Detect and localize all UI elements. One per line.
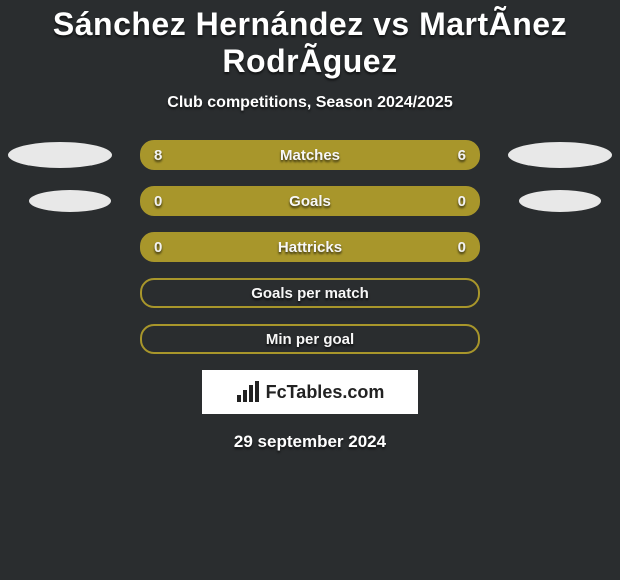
watermark: FcTables.com	[202, 370, 418, 414]
date-label: 29 september 2024	[0, 432, 620, 452]
stat-row: Min per goal	[0, 324, 620, 354]
player-dot-right	[519, 190, 601, 212]
stat-row: Goals per match	[0, 278, 620, 308]
stat-label: Goals	[142, 193, 478, 210]
stat-row: 8 6Matches	[0, 140, 620, 170]
stat-rows: 86Matches00Goals00HattricksGoals per mat…	[0, 140, 620, 354]
stat-left-value: 0	[154, 193, 172, 210]
stat-right-value: 0	[448, 193, 466, 210]
player-dot-right	[508, 142, 612, 168]
stat-right-value: 0	[448, 239, 466, 256]
stat-left-value: 8	[154, 147, 172, 164]
stat-bar: 0 0Goals	[140, 186, 480, 216]
subtitle: Club competitions, Season 2024/2025	[0, 94, 620, 112]
stat-left-value: 0	[154, 239, 172, 256]
stat-label: Hattricks	[142, 239, 478, 256]
player-dot-left	[8, 142, 112, 168]
stat-label: Min per goal	[142, 331, 478, 348]
player-dot-left	[29, 190, 111, 212]
stat-label: Goals per match	[142, 285, 478, 302]
stat-bar: 0 0Hattricks	[140, 232, 480, 262]
stat-bar: 8 6Matches	[140, 140, 480, 170]
watermark-text: FcTables.com	[266, 382, 385, 403]
chart-bars-icon	[236, 381, 260, 403]
stat-row: 0 0Hattricks	[0, 232, 620, 262]
stat-label: Matches	[142, 147, 478, 164]
stat-right-value: 6	[448, 147, 466, 164]
stat-bar: Goals per match	[140, 278, 480, 308]
stat-bar: Min per goal	[140, 324, 480, 354]
page-title: Sánchez Hernández vs MartÃ­nez RodrÃ­gue…	[0, 0, 620, 80]
stat-row: 0 0Goals	[0, 186, 620, 216]
